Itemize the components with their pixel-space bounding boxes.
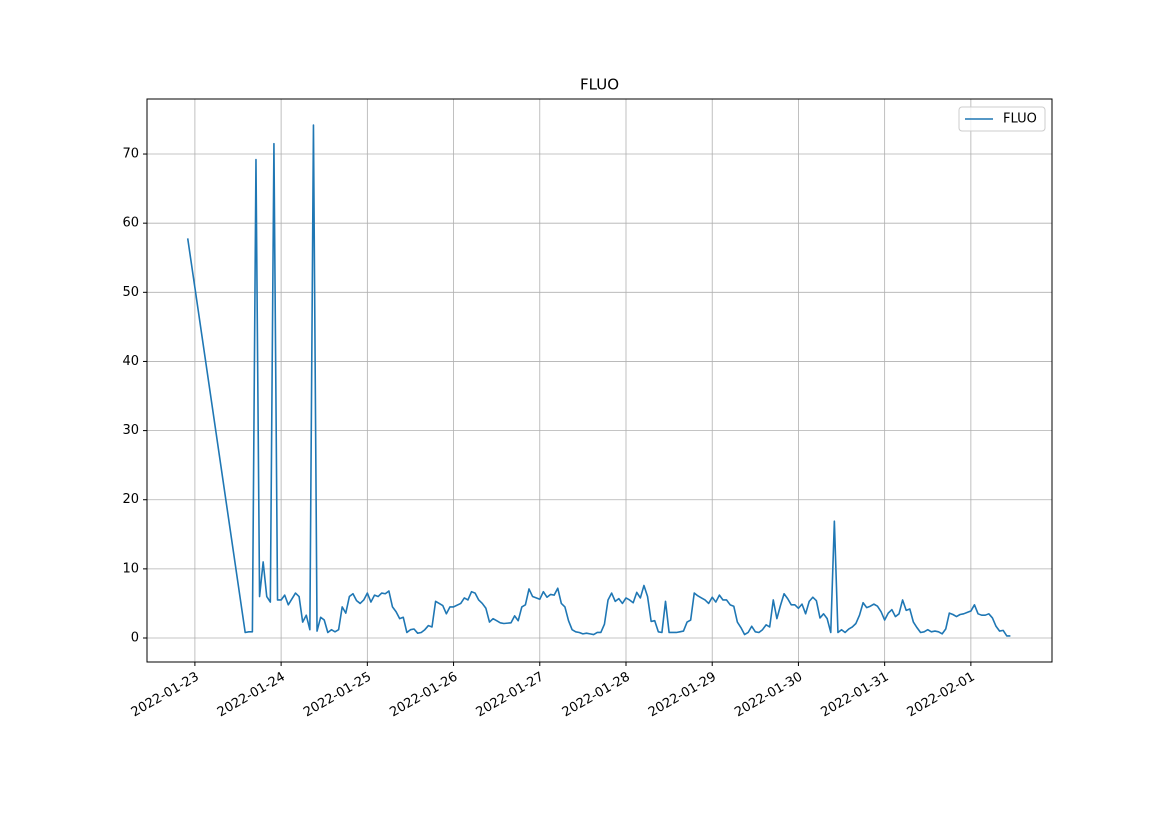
y-tick-label: 70 <box>122 147 139 162</box>
legend-label: FLUO <box>1003 112 1037 127</box>
y-tick-label: 60 <box>122 216 139 231</box>
y-tick-label: 30 <box>122 423 139 438</box>
legend-box <box>958 106 1046 132</box>
data-line <box>186 124 1011 637</box>
chart-title: FLUO <box>580 76 619 94</box>
y-tick-label: 0 <box>131 631 139 646</box>
axes-frame <box>146 98 1053 663</box>
y-tick-label: 10 <box>122 561 139 576</box>
y-tick-label: 20 <box>122 492 139 507</box>
y-tick-label: 40 <box>122 354 139 369</box>
y-tick-label: 50 <box>122 285 139 300</box>
